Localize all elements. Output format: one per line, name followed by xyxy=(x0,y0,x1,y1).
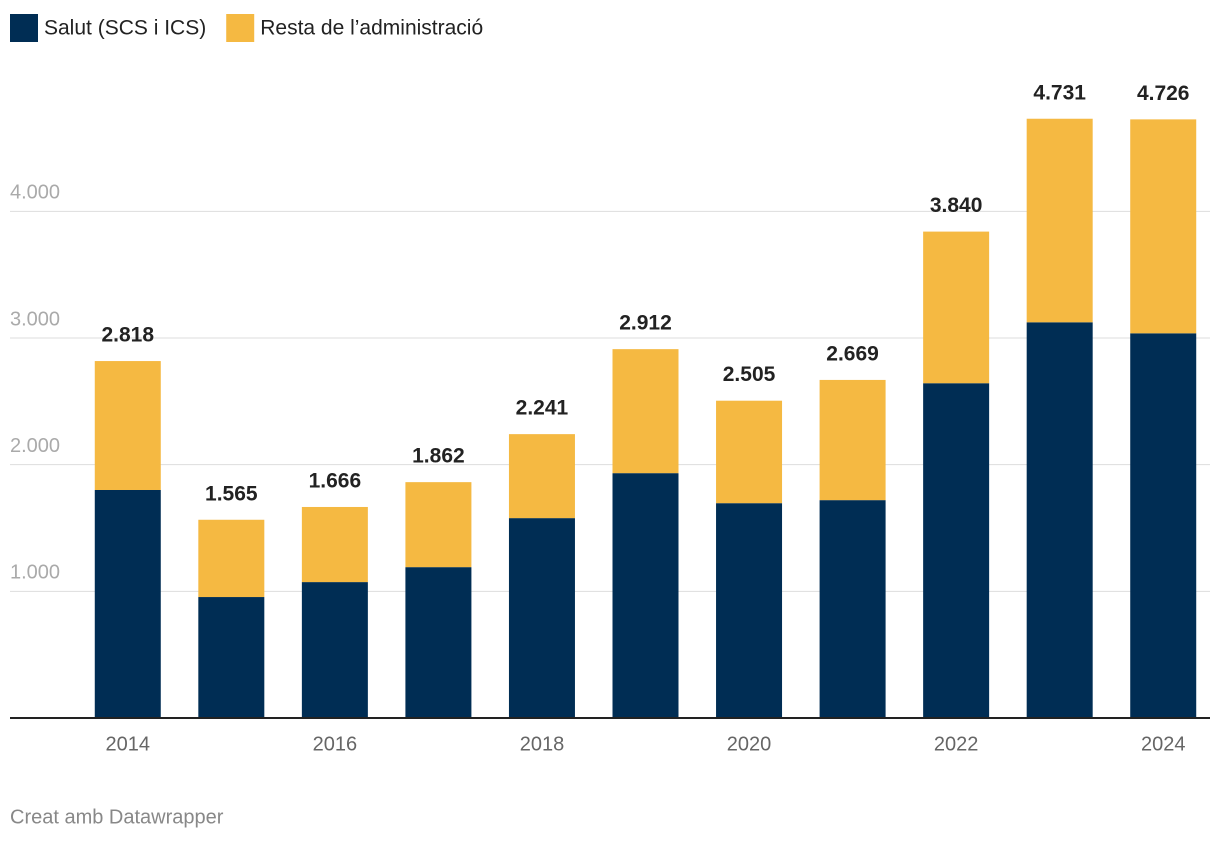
bar-segment xyxy=(1130,119,1197,334)
x-tick-label: 2024 xyxy=(1141,733,1186,755)
total-label: 2.912 xyxy=(619,312,672,335)
bar-segment xyxy=(94,490,161,718)
y-tick-label: 3.000 xyxy=(10,308,60,330)
bar-segment xyxy=(923,383,990,718)
x-tick-label: 2016 xyxy=(313,733,358,755)
total-label: 4.726 xyxy=(1137,82,1190,105)
legend-swatch xyxy=(226,14,255,42)
total-label: 2.669 xyxy=(826,342,879,365)
bar-segment xyxy=(1130,333,1197,718)
x-tick-label: 2018 xyxy=(520,733,565,755)
total-label: 3.840 xyxy=(930,194,983,217)
bar-segment xyxy=(612,473,679,718)
bar-segment xyxy=(301,582,368,718)
x-tick-label: 2014 xyxy=(106,733,151,755)
bar-segment xyxy=(716,400,783,504)
bar-segment xyxy=(405,567,472,718)
bar-segment xyxy=(819,379,886,501)
bar-segment xyxy=(1026,118,1093,323)
bar-segment xyxy=(94,361,161,490)
legend-label: Salut (SCS i ICS) xyxy=(44,17,206,40)
y-tick-label: 2.000 xyxy=(10,435,60,457)
bar-segment xyxy=(508,518,575,718)
legend-swatch xyxy=(10,14,38,42)
total-label: 1.666 xyxy=(309,470,362,493)
x-tick-label: 2020 xyxy=(727,733,772,755)
bar-segment xyxy=(508,434,575,519)
bar-segment xyxy=(198,597,265,718)
total-label: 2.505 xyxy=(723,363,776,386)
footer: Creat amb Datawrapper xyxy=(10,806,224,828)
bar-segment xyxy=(716,503,783,718)
bar-segment xyxy=(1026,322,1093,718)
bar-segment xyxy=(612,349,679,474)
legend-label: Resta de l’administració xyxy=(260,17,483,40)
total-label: 1.862 xyxy=(412,445,465,468)
bar-segment xyxy=(405,482,472,568)
y-tick-label: 1.000 xyxy=(10,562,60,584)
total-label: 1.565 xyxy=(205,482,258,505)
total-label: 2.818 xyxy=(101,324,154,347)
bar-segment xyxy=(819,500,886,718)
total-label: 4.731 xyxy=(1033,81,1086,104)
y-tick-label: 4.000 xyxy=(10,182,60,204)
total-label: 2.241 xyxy=(516,397,569,420)
x-tick-label: 2022 xyxy=(934,733,979,755)
bar-segment xyxy=(301,506,368,583)
bar-segment xyxy=(923,231,990,384)
bar-segment xyxy=(198,519,265,598)
